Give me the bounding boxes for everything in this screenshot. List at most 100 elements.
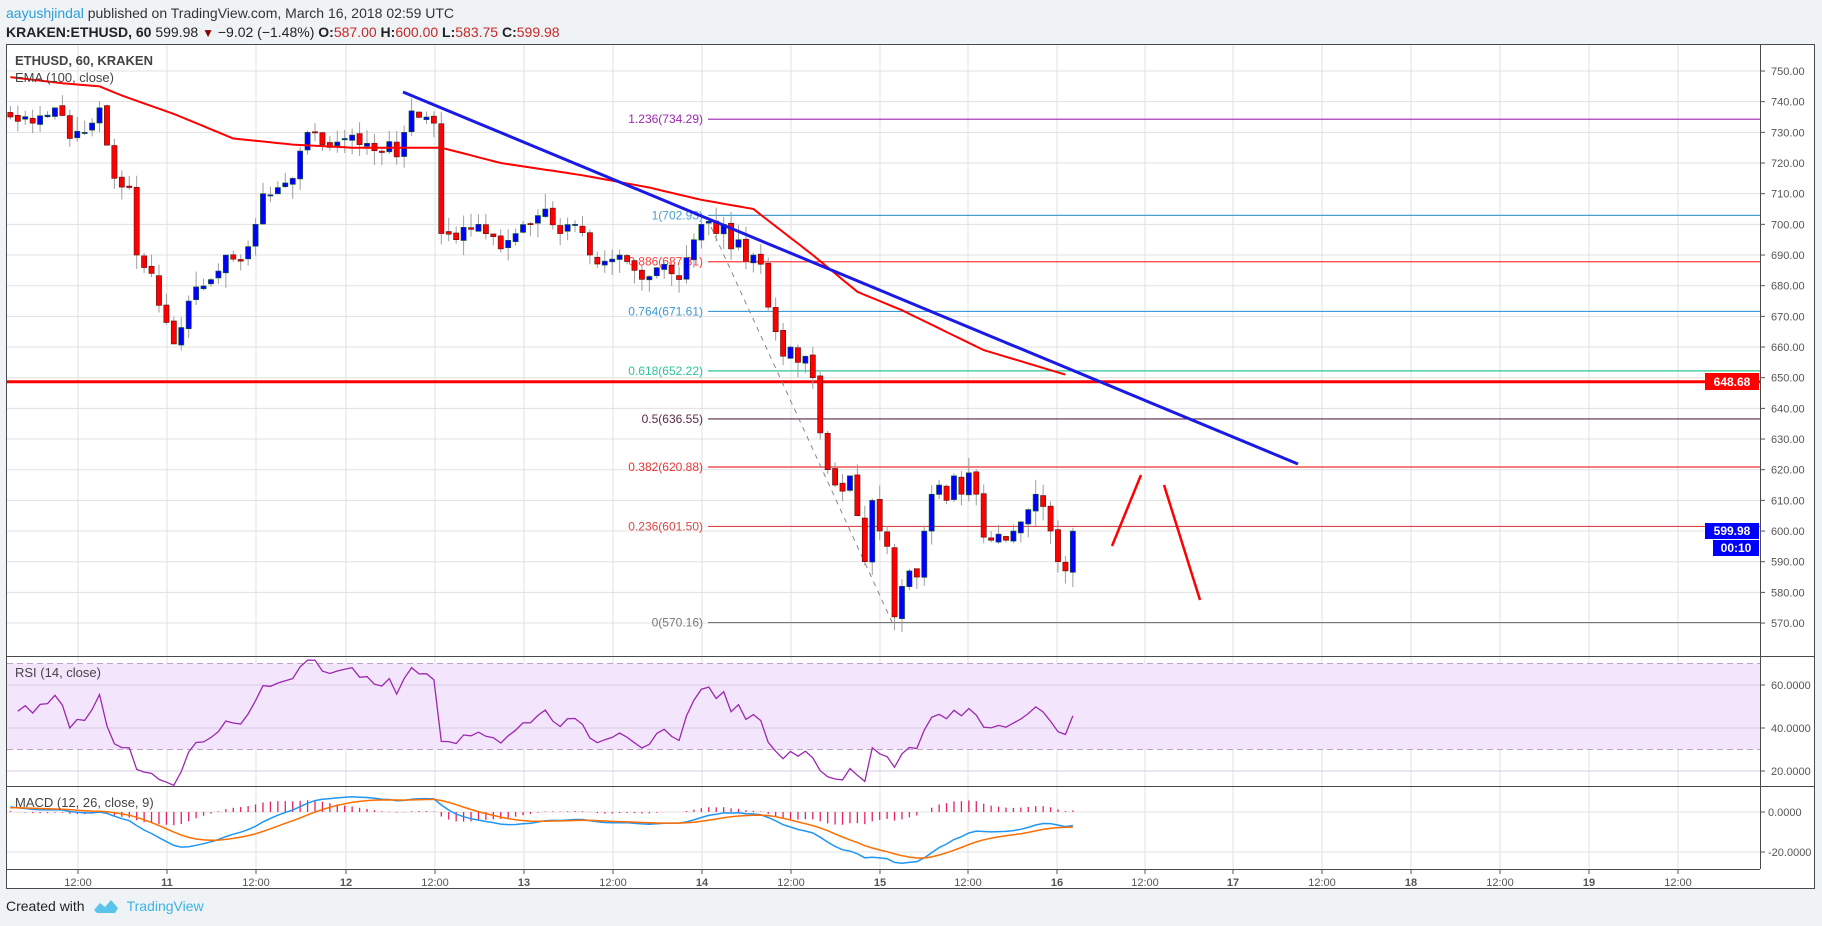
legend-ema[interactable]: EMA (100, close) (15, 70, 114, 85)
candle-down (728, 222, 734, 250)
candle-down (170, 320, 177, 345)
macd-tick-label: -20.0000 (1768, 847, 1811, 859)
price-tick-label: 570.00 (1771, 618, 1805, 630)
candle-down (14, 115, 21, 122)
candle-up (512, 233, 519, 243)
fib-retracement[interactable]: 1.236(734.29)1(702.93)0.886(687.81)0.764… (628, 112, 1760, 630)
candle-up (542, 208, 549, 217)
rsi-line (17, 659, 1074, 787)
candle-down (482, 224, 489, 234)
legend-macd[interactable]: MACD (12, 26, close, 9) (15, 795, 154, 810)
price-tick-label: 600.00 (1771, 526, 1805, 538)
fib-trend-dashed-line (710, 226, 893, 623)
candle-down (319, 132, 326, 145)
candle-up (44, 114, 51, 118)
price-tick-label: 660.00 (1771, 342, 1805, 354)
candle-up (520, 224, 526, 233)
candle-up (208, 279, 214, 285)
candle-up (341, 138, 348, 141)
candle-down (445, 231, 452, 235)
candle-down (111, 145, 118, 179)
candle-up (601, 260, 608, 266)
price-tick-label: 620.00 (1771, 465, 1805, 477)
candle-down (772, 307, 779, 332)
candle-down (66, 115, 73, 139)
candle-down (1003, 536, 1009, 541)
time-axis[interactable]: 12:00 11 12:00 12 12:00 13 12:00 14 12:00 15 12:00… (64, 869, 1692, 889)
candle-down (639, 269, 645, 280)
time-tick-label: 12:00 (777, 877, 805, 889)
candle-down (557, 225, 564, 234)
chart-frame (6, 44, 1815, 889)
countdown-badge (1713, 540, 1759, 556)
candle-down (824, 432, 831, 471)
time-tick-label: 12:00 (1486, 877, 1514, 889)
time-tick-label: 13 (518, 877, 530, 889)
time-tick-label: 12:00 (242, 877, 270, 889)
candle-up (661, 263, 668, 270)
low-label: L: (442, 24, 456, 40)
candle-up (735, 239, 742, 248)
time-tick-label: 14 (696, 877, 709, 889)
ema-line (10, 76, 1066, 376)
candle-up (505, 240, 512, 249)
candle-down (579, 225, 586, 233)
candle-up (334, 141, 341, 146)
fib-level-label: 0.382(620.88) (628, 460, 703, 474)
candle-down (549, 207, 556, 226)
candle-down (118, 176, 125, 188)
author-link[interactable]: aayushjindal (6, 5, 84, 21)
time-tick-label: 12:00 (1131, 877, 1159, 889)
candle-up (928, 493, 935, 532)
candle-down (527, 223, 534, 226)
symbol-info: KRAKEN:ETHUSD, 60 599.98 ▼ −9.02 (−1.48%… (6, 24, 560, 40)
close-value: 599.98 (516, 24, 560, 40)
price-tick-label: 630.00 (1771, 434, 1805, 446)
candle-up (22, 116, 29, 120)
candle-up (475, 224, 482, 232)
rsi-tick-label: 20.0000 (1771, 766, 1811, 778)
rsi-tick-label: 40.0000 (1771, 723, 1811, 735)
price-tick-label: 680.00 (1771, 281, 1805, 293)
price-tick-label: 750.00 (1771, 66, 1805, 78)
low-value: 583.75 (455, 24, 499, 40)
candle-down (854, 474, 861, 517)
open-value: 587.00 (333, 24, 377, 40)
candle-up (89, 122, 95, 131)
candle-down (7, 112, 14, 118)
candle-up (869, 500, 876, 563)
candle-down (861, 517, 868, 563)
legend-rsi[interactable]: RSI (14, close) (15, 665, 101, 680)
candle-up (200, 285, 207, 290)
price-tick-label: 640.00 (1771, 403, 1805, 415)
legend-symbol[interactable]: ETHUSD, 60, KRAKEN (15, 53, 153, 68)
candle-up (193, 286, 200, 301)
candle-up (1017, 521, 1024, 534)
candle-down (958, 476, 965, 495)
candle-down (780, 330, 786, 357)
trend-line[interactable] (402, 90, 1299, 466)
last-price-badge (1705, 523, 1759, 539)
price-tick-label: 700.00 (1771, 219, 1805, 231)
candle-up (616, 254, 623, 260)
rsi-tick-label: 60.0000 (1771, 680, 1811, 692)
rsi-grid (7, 684, 1760, 772)
candle-down (156, 275, 162, 306)
price-tick-label: 670.00 (1771, 311, 1805, 323)
candle-up (653, 267, 660, 277)
candle-up (847, 475, 853, 491)
candle-down (587, 232, 593, 256)
candle-down (497, 235, 504, 250)
time-tick-label: 11 (161, 877, 173, 889)
candle-down (237, 259, 244, 262)
symbol-name: KRAKEN:ETHUSD, 60 (6, 24, 152, 40)
candle-up (564, 224, 571, 232)
candle-up (37, 115, 43, 125)
price-change: −9.02 (−1.48%) (217, 24, 315, 40)
tradingview-link[interactable]: TradingView (126, 898, 204, 914)
candle-up (951, 475, 957, 500)
price-axis[interactable]: 750.00 740.00 730.00 720.00 710.00 700.00 690.… (1760, 66, 1811, 859)
candle-down (676, 275, 682, 280)
price-tick-label: 740.00 (1771, 97, 1805, 109)
